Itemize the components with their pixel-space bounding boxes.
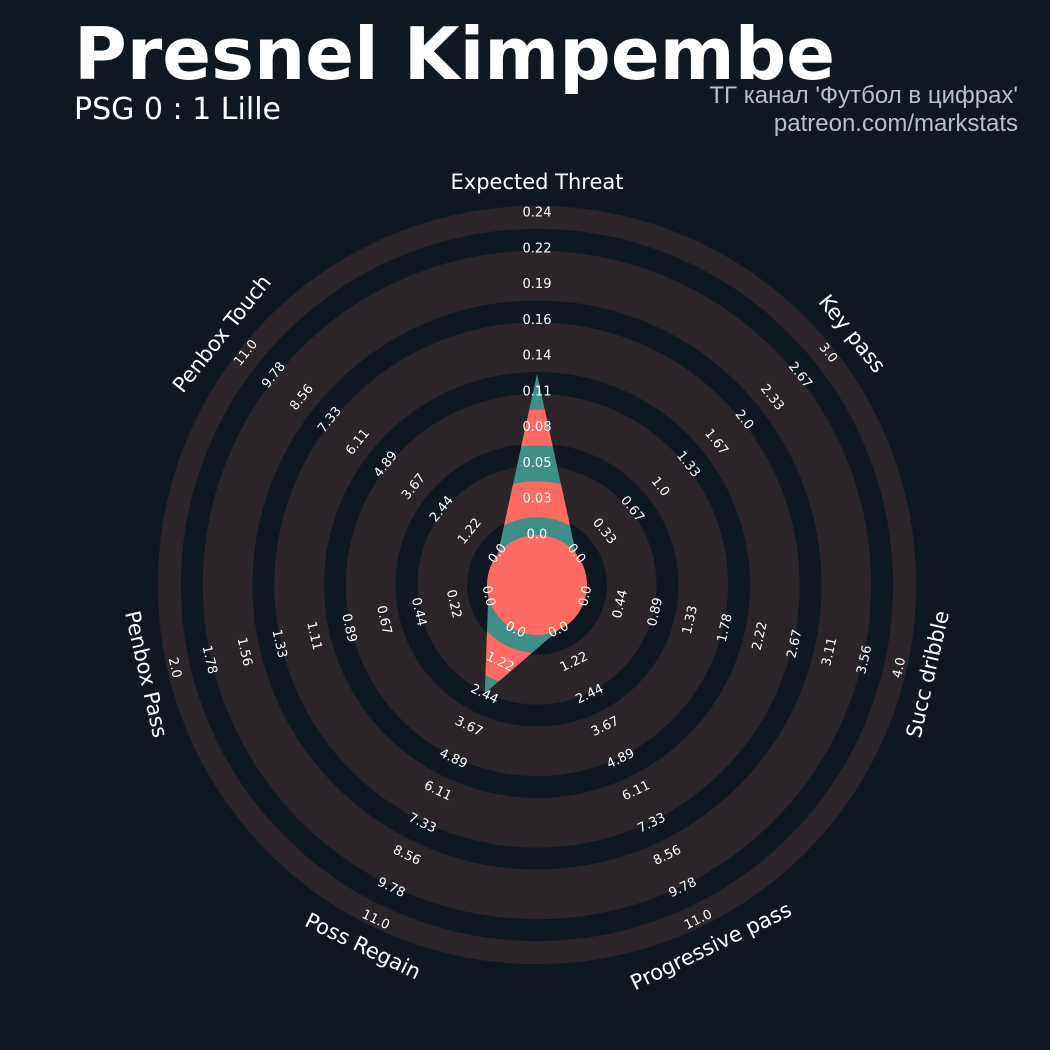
radar-tick-label: 2.22 — [750, 620, 771, 652]
match-subtitle: PSG 0 : 1 Lille — [74, 92, 281, 127]
radar-tick-label: 3.11 — [819, 636, 840, 668]
radar-tick-label: 1.56 — [234, 636, 255, 668]
radar-tick-label: 0.19 — [523, 277, 552, 292]
radar-tick-label: 1.33 — [268, 628, 289, 660]
radar-tick-label: 0.05 — [523, 456, 552, 471]
radar-polygon-band — [484, 409, 586, 694]
radar-tick-label: 2.0 — [165, 656, 184, 680]
radar-tick-label: 0.44 — [610, 588, 631, 620]
radar-tick-label: 0.16 — [523, 313, 552, 328]
radar-tick-label: 0.89 — [338, 612, 359, 644]
radar-tick-label: 0.89 — [645, 596, 666, 628]
credit-telegram: ТГ канал 'Футбол в цифрах' — [709, 82, 1018, 109]
radar-tick-label: 0.22 — [523, 241, 552, 256]
radar-tick-label: 0.44 — [408, 596, 429, 628]
radar-tick-label: 2.67 — [784, 628, 805, 660]
radar-tick-label: 1.11 — [303, 620, 324, 652]
radar-tick-label: 3.56 — [854, 644, 875, 676]
radar-tick-label: 0.0 — [527, 528, 548, 543]
radar-tick-label: 0.24 — [523, 206, 552, 221]
radar-tick-label: 0.11 — [523, 384, 552, 399]
radar-tick-label: 1.78 — [199, 644, 220, 676]
radar-tick-label: 1.78 — [715, 612, 736, 644]
radar-center-disc — [487, 535, 587, 635]
radar-axis-name: Expected Threat — [451, 170, 624, 194]
page-title: Presnel Kimpembe — [74, 12, 836, 96]
radar-tick-label: 0.0 — [479, 584, 498, 608]
radar-tick-label: 0.22 — [443, 588, 464, 620]
radar-tick-label: 0.0 — [576, 584, 595, 608]
radar-tick-label: 0.08 — [523, 420, 552, 435]
credit-patreon: patreon.com/markstats — [773, 110, 1018, 137]
radar-tick-label: 0.14 — [523, 349, 552, 364]
radar-tick-label: 0.03 — [523, 492, 552, 507]
radar-ring-band — [157, 205, 917, 965]
radar-ring-band — [202, 250, 872, 920]
radar-ring-band — [274, 322, 800, 848]
radar-tick-label: 0.67 — [373, 604, 394, 636]
radar-tick-label: 4.0 — [890, 656, 909, 680]
radar-tick-label: 1.33 — [680, 604, 701, 636]
